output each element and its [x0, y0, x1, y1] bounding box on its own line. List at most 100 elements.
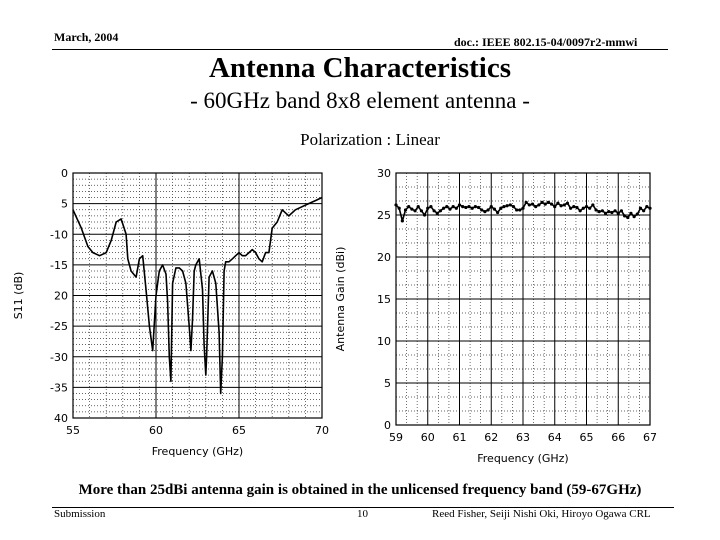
gain-data-point: [438, 209, 443, 213]
footer-submission: Submission: [54, 508, 106, 520]
gain-data-point: [422, 213, 427, 217]
gain-chart: 59 60 61 62 63 64 65 66 67 0 5 10 15 20 25 30 Frequenc…: [334, 167, 657, 465]
gain-data-point: [511, 205, 516, 209]
gain-data-point: [648, 206, 652, 210]
y-tick-label: 20: [377, 251, 391, 264]
slide-title: Antenna Characteristics: [208, 52, 512, 84]
gain-data-point: [569, 206, 573, 210]
s11-y-axis-label: S11 (dB): [12, 272, 25, 320]
gain-data-point: [553, 205, 557, 209]
x-tick-label: 59: [389, 431, 403, 444]
y-tick-label: 0: [61, 167, 68, 180]
y-tick-label: -30: [50, 351, 68, 364]
gain-y-ticks: 0 5 10 15 20 25 30: [377, 167, 391, 432]
gain-data-point: [556, 201, 560, 205]
y-tick-label: 5: [384, 377, 391, 390]
gain-data-point: [521, 206, 525, 210]
x-tick-label: 60: [421, 431, 435, 444]
gain-data-point: [645, 205, 649, 209]
gain-data-point: [597, 210, 601, 214]
gain-data-point: [584, 205, 589, 209]
gain-x-ticks: 59 60 61 62 63 64 65 66 67: [389, 431, 657, 444]
gain-data-point: [578, 209, 582, 213]
gain-data-point: [445, 205, 449, 209]
gain-data-point: [486, 208, 490, 212]
y-tick-label: -15: [50, 259, 68, 272]
gain-data-point: [505, 204, 509, 208]
gain-data-point: [435, 211, 439, 215]
x-tick-label: 70: [315, 424, 329, 437]
x-tick-label: 65: [580, 431, 594, 444]
y-tick-label: 15: [377, 293, 391, 306]
gain-data-point: [473, 205, 477, 209]
gain-data-point: [603, 211, 608, 215]
x-tick-label: 66: [611, 431, 625, 444]
gain-data-point: [397, 206, 401, 210]
footer-rule: [52, 507, 674, 508]
gain-data-point: [524, 200, 528, 204]
gain-data-point: [476, 205, 481, 210]
header-date: March, 2004: [54, 30, 119, 44]
s11-x-axis-label: Frequency (GHz): [152, 445, 243, 458]
gain-data-point: [492, 207, 497, 211]
gain-data-point: [527, 203, 531, 207]
gain-data-point: [461, 205, 465, 209]
y-tick-label: 40: [54, 412, 68, 425]
gain-data-point: [575, 205, 579, 210]
gain-data-point: [537, 203, 541, 207]
gain-data-point: [588, 206, 592, 210]
gain-data-point: [530, 202, 535, 206]
gain-data-point: [451, 205, 455, 209]
gain-data-point: [616, 211, 620, 215]
gain-x-axis-label: Frequency (GHz): [477, 452, 568, 465]
s11-y-ticks: 0 5 -10 -15 20 -25 -30 -35 40: [50, 167, 68, 425]
y-tick-label: 20: [54, 290, 68, 303]
gain-data-point: [623, 214, 627, 218]
gain-data-point: [429, 205, 433, 209]
x-tick-label: 62: [484, 431, 498, 444]
s11-grid: [72, 172, 323, 419]
gain-data-point: [562, 203, 566, 207]
gain-data-point: [629, 211, 633, 215]
gain-data-point: [467, 205, 471, 209]
gain-data-point: [508, 203, 512, 207]
gain-data-point: [600, 209, 604, 213]
gain-data-point: [403, 208, 408, 212]
gain-data-point: [502, 205, 506, 209]
gain-data-point: [499, 206, 503, 210]
gain-data-point: [448, 207, 452, 211]
gain-data-point: [426, 206, 430, 210]
x-tick-label: 67: [643, 431, 657, 444]
gain-data-point: [559, 204, 563, 208]
x-tick-label: 55: [66, 424, 80, 437]
gain-data-point: [572, 205, 576, 209]
gain-data-point: [407, 205, 411, 209]
header-doc-id: doc.: IEEE 802.15-04/0097r2-mmwi: [454, 35, 638, 49]
s11-series-line: [72, 196, 323, 395]
y-tick-label: 0: [384, 419, 391, 432]
s11-plot-frame: [72, 172, 323, 419]
x-tick-label: 61: [453, 431, 467, 444]
s11-x-ticks: 55 60 65 70: [66, 424, 329, 437]
gain-data-point: [432, 209, 436, 213]
gain-data-point: [591, 203, 595, 207]
header-rule: [52, 49, 668, 50]
gain-data-point: [394, 203, 398, 207]
gain-data-point: [470, 206, 474, 210]
gain-data-point: [642, 209, 646, 213]
gain-data-point: [610, 210, 614, 215]
gain-data-point: [546, 200, 551, 204]
slide-subtitle: - 60GHz band 8x8 element antenna -: [190, 88, 530, 113]
gain-data-point: [480, 208, 484, 212]
y-tick-label: -25: [50, 320, 68, 333]
gain-data-point: [464, 205, 468, 210]
gain-data-point: [581, 206, 585, 210]
gain-data-point: [613, 209, 617, 213]
gain-data-point: [607, 210, 611, 214]
gain-data-point: [457, 203, 462, 207]
gain-data-point: [400, 219, 404, 223]
footer-authors: Reed Fisher, Seiji Nishi Oki, Hiroyo Oga…: [432, 508, 651, 520]
gain-plot-frame: [395, 172, 651, 426]
gain-data-point: [489, 205, 493, 209]
gain-data-point: [416, 205, 420, 209]
